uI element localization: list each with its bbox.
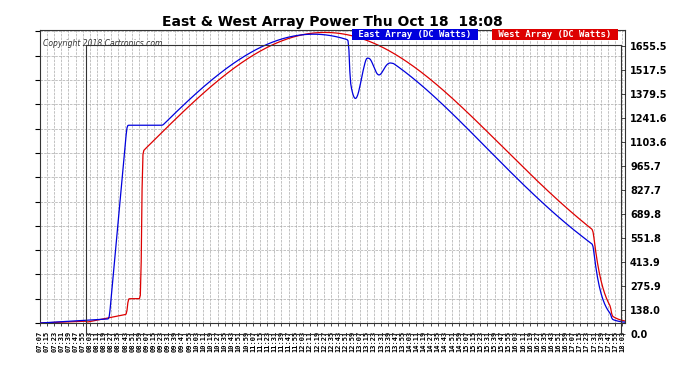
Text: Copyright 2018 Cartronics.com: Copyright 2018 Cartronics.com [89,54,208,63]
Text: East Array (DC Watts): East Array (DC Watts) [373,45,496,54]
Text: West Array (DC Watts): West Array (DC Watts) [501,45,624,54]
Title: East & West Array Power Thu Oct 18  18:08: East & West Array Power Thu Oct 18 18:08 [184,30,524,44]
